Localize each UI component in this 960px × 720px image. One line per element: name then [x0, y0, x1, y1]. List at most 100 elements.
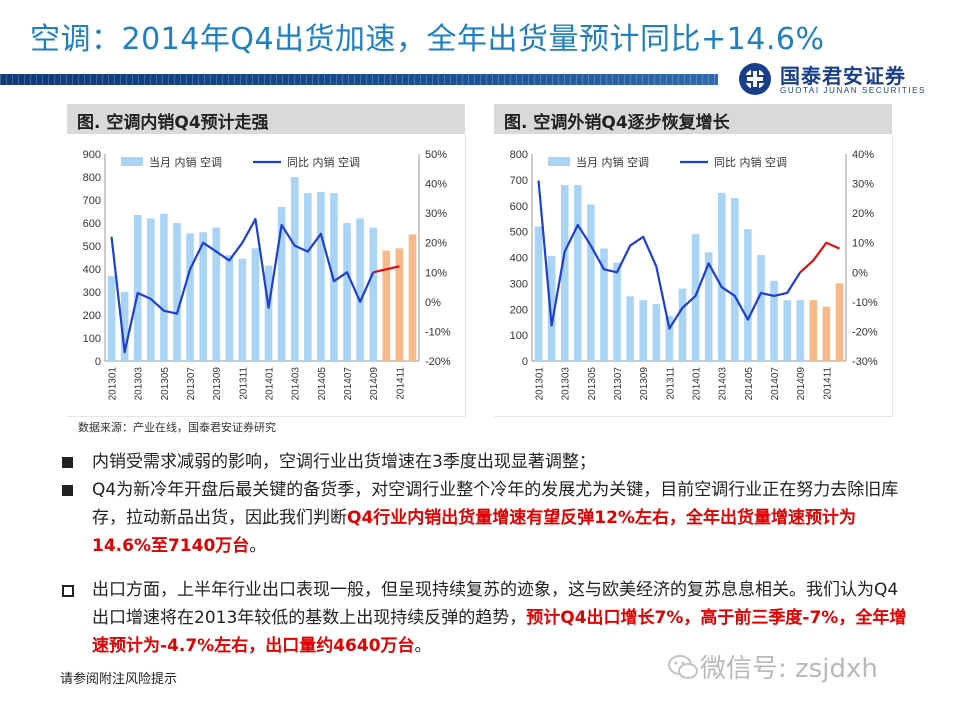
x-tick-label: 201303: [134, 367, 145, 401]
legend-bar-swatch: [121, 157, 143, 166]
x-tick-label: 201311: [238, 367, 249, 400]
x-tick-label: 201309: [639, 367, 650, 401]
bar: [534, 226, 543, 361]
bar: [678, 288, 687, 361]
bar: [652, 304, 661, 361]
bullet-marker-icon: [62, 485, 73, 496]
bar: [704, 252, 713, 361]
chart-title: 图. 空调外销Q4逐步恢复增长: [504, 113, 730, 133]
bar: [238, 258, 247, 361]
y-left-tick-label: 200: [83, 310, 101, 322]
logo-name-en: GUOTAI JUNAN SECURITIES: [780, 86, 926, 95]
series-line-forecast: [799, 241, 840, 274]
bar: [120, 292, 129, 361]
bar: [199, 232, 207, 361]
y-right-tick-label: -20%: [425, 356, 451, 368]
company-logo: 国泰君安证券 GUOTAI JUNAN SECURITIES: [738, 58, 953, 98]
x-tick-label: 201305: [160, 367, 171, 401]
logo-emblem-icon: [739, 63, 771, 95]
bar: [560, 185, 569, 361]
bullet-item: 出口方面，上半年行业出口表现一般，但呈现持续复苏的迹象，这与欧美经济的复苏息息相…: [62, 576, 910, 660]
bullet-item: 内销受需求减弱的影响，空调行业出货增速在3季度出现显著调整；: [62, 448, 910, 476]
y-left-tick-label: 600: [510, 201, 528, 213]
legend-bar-label: 当月 内销 空调: [149, 155, 222, 169]
bar: [408, 234, 417, 361]
y-left-tick-label: 700: [83, 195, 101, 207]
y-right-tick-label: 50%: [425, 149, 447, 161]
y-right-tick-label: 10%: [425, 267, 447, 279]
chart-panel-domestic: 图. 空调内销Q4预计走强 0 100 200 300 400 500 600 700 800 9…: [67, 104, 466, 417]
legend-line-label: 同比 内销 空调: [287, 155, 360, 169]
bar: [796, 300, 805, 361]
y-left-tick-label: 800: [83, 172, 101, 184]
bar: [160, 213, 168, 361]
bar: [717, 192, 726, 361]
bullet-item: Q4为新冷年开盘后最关键的备货季，对空调行业整个冷年的发展尤为关键，目前空调行业…: [62, 476, 910, 560]
y-left-tick-label: 400: [510, 253, 528, 265]
y-left-tick-label: 300: [83, 287, 101, 299]
bar: [290, 177, 299, 361]
x-tick-label: 201409: [369, 367, 380, 401]
y-right-tick-label: 10%: [852, 238, 874, 250]
bar: [277, 206, 286, 361]
watermark: 微信号: zsjdxh: [700, 654, 878, 684]
bar: [587, 204, 595, 361]
bullet-text: 内销受需求减弱的影响，空调行业出货增速在3季度出现显著调整；: [92, 452, 596, 472]
y-right-tick-label: -30%: [852, 356, 878, 368]
bullet-text: Q4为新冷年开盘后最关键的备货季，对空调行业整个冷年的发展尤为关键，目前空调行业…: [92, 480, 899, 528]
y-right-tick-label: 0%: [852, 267, 868, 279]
bar: [665, 315, 674, 361]
slide-title: 空调：2014年Q4出货加速，全年出货量预计同比+14.6%: [30, 22, 825, 57]
y-left-tick-label: 0: [95, 356, 101, 368]
bar: [639, 300, 648, 361]
x-tick-label: 201309: [212, 367, 223, 401]
bullet-marker-hollow-icon: [62, 585, 74, 597]
x-tick-label: 201401: [265, 367, 276, 401]
bar: [547, 256, 556, 361]
bullet-list: 内销受需求减弱的影响，空调行业出货增速在3季度出现显著调整； Q4为新冷年开盘后…: [62, 448, 910, 660]
y-left-tick-label: 400: [83, 264, 101, 276]
bar: [613, 262, 621, 361]
bar: [757, 254, 765, 361]
y-left-tick-label: 900: [83, 149, 101, 161]
y-right-tick-label: 30%: [425, 208, 447, 220]
x-tick-label: 201411: [822, 367, 833, 400]
bar: [835, 283, 844, 361]
chart-export-sales: 0 100 200 300 400 500 600 700 800 40% 30% 20% 10% 0% -…: [510, 149, 878, 401]
bullet-text: 。: [414, 636, 432, 656]
bullet-highlight-text: 预计Q4出口增长7%，高于前三季度-7%，全年增速预计为-4.7%左右，出口量约…: [92, 608, 907, 656]
bar: [369, 227, 378, 361]
y-right-tick-label: -20%: [852, 326, 878, 338]
y-right-tick-label: 40%: [425, 179, 447, 191]
bar: [146, 218, 155, 361]
bar: [809, 300, 818, 361]
x-tick-label: 201405: [744, 367, 755, 401]
x-tick-label: 201311: [665, 367, 676, 400]
series-line: [537, 180, 802, 330]
bar: [264, 265, 273, 361]
bar: [303, 193, 312, 361]
y-right-tick-label: 30%: [852, 179, 874, 191]
y-left-tick-label: 500: [510, 227, 528, 239]
bullet-text: 出口方面，上半年行业出口表现一般，但呈现持续复苏的迹象，这与欧美经济的复苏息息相…: [92, 580, 899, 628]
y-left-tick-label: 600: [83, 218, 101, 230]
bar: [822, 306, 831, 361]
bar: [186, 233, 194, 361]
legend-bar-swatch: [548, 157, 570, 166]
x-tick-label: 201407: [770, 367, 781, 401]
bar: [317, 191, 325, 361]
bar: [783, 300, 791, 361]
x-tick-label: 201305: [587, 367, 598, 401]
header-stripe: [0, 74, 718, 85]
bullet-marker-icon: [62, 457, 73, 468]
y-right-tick-label: 0%: [425, 297, 441, 309]
bar: [225, 255, 234, 361]
source-note: 数据来源：产业在线，国泰君安证券研究: [78, 421, 276, 434]
bullet-highlight-text: Q4行业内销出货量增速有望反弹12%左右，全年出货量增速预计为14.6%至714…: [92, 508, 856, 556]
chart-panel-export: 图. 空调外销Q4逐步恢复增长 0 100 200 300 400 500 600 700 80…: [494, 104, 893, 417]
y-left-tick-label: 300: [510, 278, 528, 290]
bar: [133, 214, 142, 361]
legend-bar-label: 当月 内销 空调: [576, 155, 649, 169]
x-tick-label: 201401: [692, 367, 703, 401]
chart-panel-header: 图. 空调内销Q4预计走强: [67, 104, 465, 134]
